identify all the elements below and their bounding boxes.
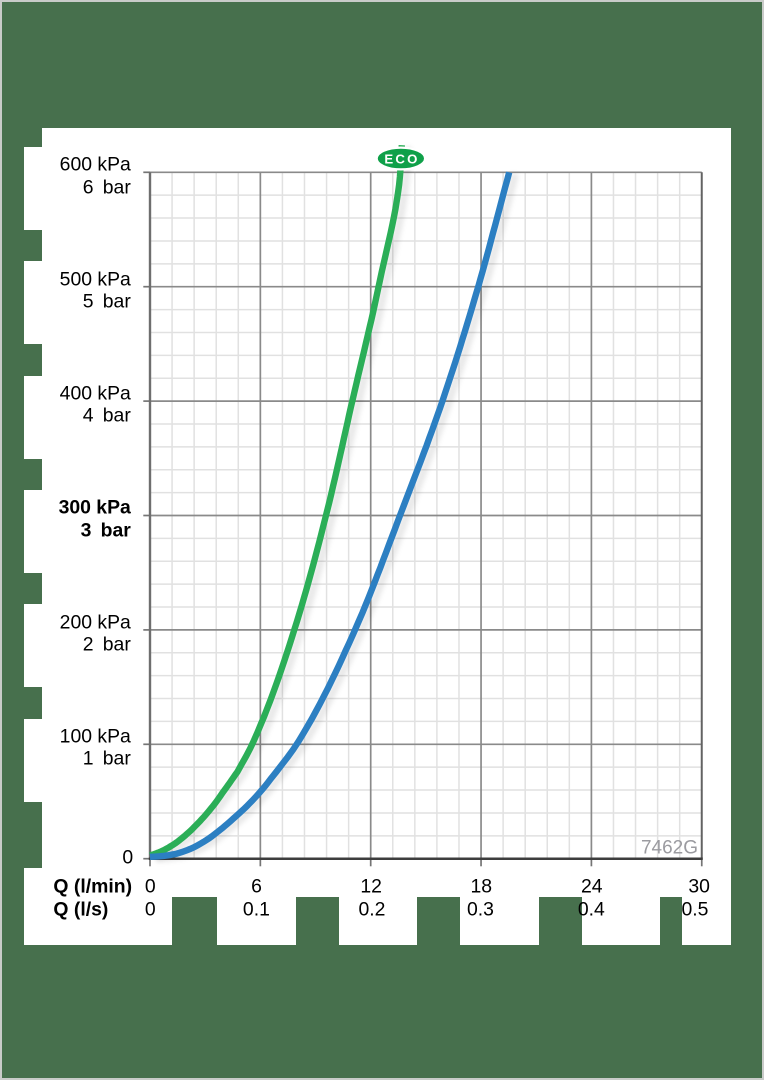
svg-text:ECO: ECO [384, 151, 419, 166]
